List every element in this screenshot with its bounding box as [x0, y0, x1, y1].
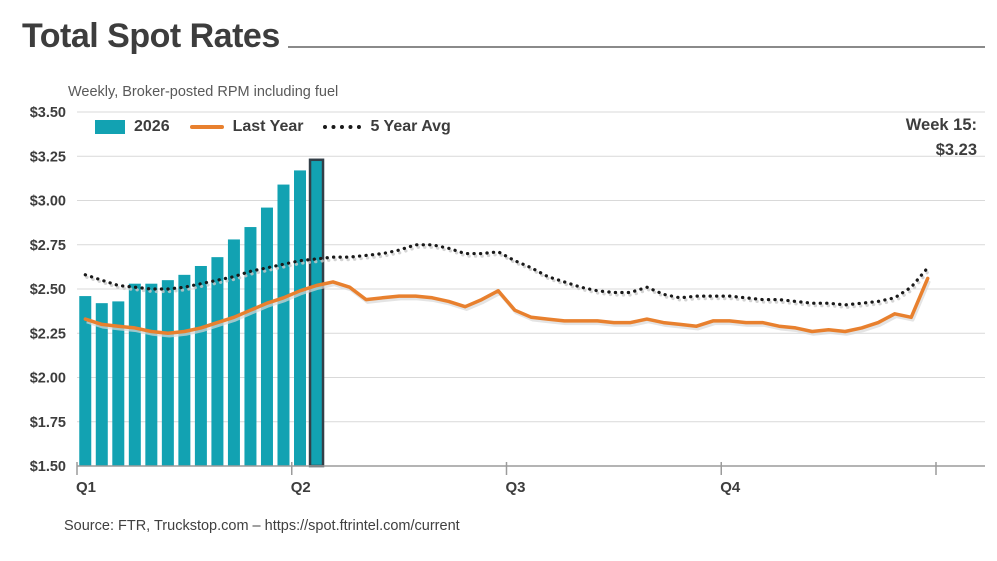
bar-week-12[interactable] [260, 207, 273, 466]
line-swatch-icon [189, 125, 224, 129]
y-axis-label: $2.25 [30, 326, 66, 342]
y-axis-label: $1.75 [30, 415, 66, 431]
bar-week-3[interactable] [112, 301, 125, 466]
five-year-avg-line-shadow [85, 245, 931, 310]
x-axis-label-q2: Q2 [291, 479, 311, 496]
bar-swatch-icon [95, 120, 125, 134]
bar-week-15[interactable] [308, 158, 325, 468]
dotted-swatch-icon [323, 125, 362, 129]
chart-subtitle: Weekly, Broker-posted RPM including fuel [68, 84, 339, 100]
x-axis-label-q1: Q1 [76, 479, 96, 496]
legend-item-5-year-avg[interactable]: 5 Year Avg [323, 118, 451, 136]
y-axis-label: $3.25 [30, 149, 66, 165]
y-axis-label: $2.50 [30, 282, 66, 298]
five-year-avg-line [83, 243, 930, 307]
legend-label-2026: 2026 [134, 118, 170, 135]
x-axis-label-q3: Q3 [506, 479, 526, 496]
bar-week-4[interactable] [128, 283, 141, 466]
y-axis-label: $2.00 [30, 371, 66, 387]
bar-week-5[interactable] [145, 283, 158, 466]
legend-label-last-year: Last Year [232, 118, 304, 135]
legend-item-2026[interactable]: 2026 [95, 118, 170, 136]
bar-week-10[interactable] [227, 239, 240, 466]
bar-week-2[interactable] [95, 303, 108, 466]
page-title: Total Spot Rates [22, 17, 280, 55]
bar-week-6[interactable] [161, 280, 174, 466]
bar-week-11[interactable] [244, 227, 257, 466]
week-annotation: Week 15: $3.23 [906, 113, 977, 163]
y-axis-label: $3.00 [30, 194, 66, 210]
bar-week-7[interactable] [178, 274, 191, 466]
bar-week-14[interactable] [294, 170, 307, 466]
last-year-line [83, 276, 930, 336]
bar-week-9[interactable] [211, 257, 224, 466]
bar-week-1[interactable] [79, 296, 92, 466]
bar-week-8[interactable] [194, 265, 207, 466]
y-axis-label: $3.50 [30, 105, 66, 121]
chart-legend: 2026 Last Year 5 Year Avg [95, 118, 451, 136]
annotation-value: $3.23 [935, 140, 977, 159]
legend-label-5-year-avg: 5 Year Avg [370, 118, 451, 135]
y-axis-label: $1.50 [30, 459, 66, 475]
legend-item-last-year[interactable]: Last Year [189, 118, 304, 136]
bar-week-13[interactable] [277, 184, 290, 466]
x-axis-label-q4: Q4 [720, 479, 741, 496]
source-note: Source: FTR, Truckstop.com – https://spo… [64, 518, 460, 534]
header: Total Spot Rates [22, 17, 985, 55]
annotation-week-label: Week 15: [905, 116, 977, 134]
title-underline [287, 46, 985, 49]
y-axis-label: $2.75 [30, 238, 66, 254]
